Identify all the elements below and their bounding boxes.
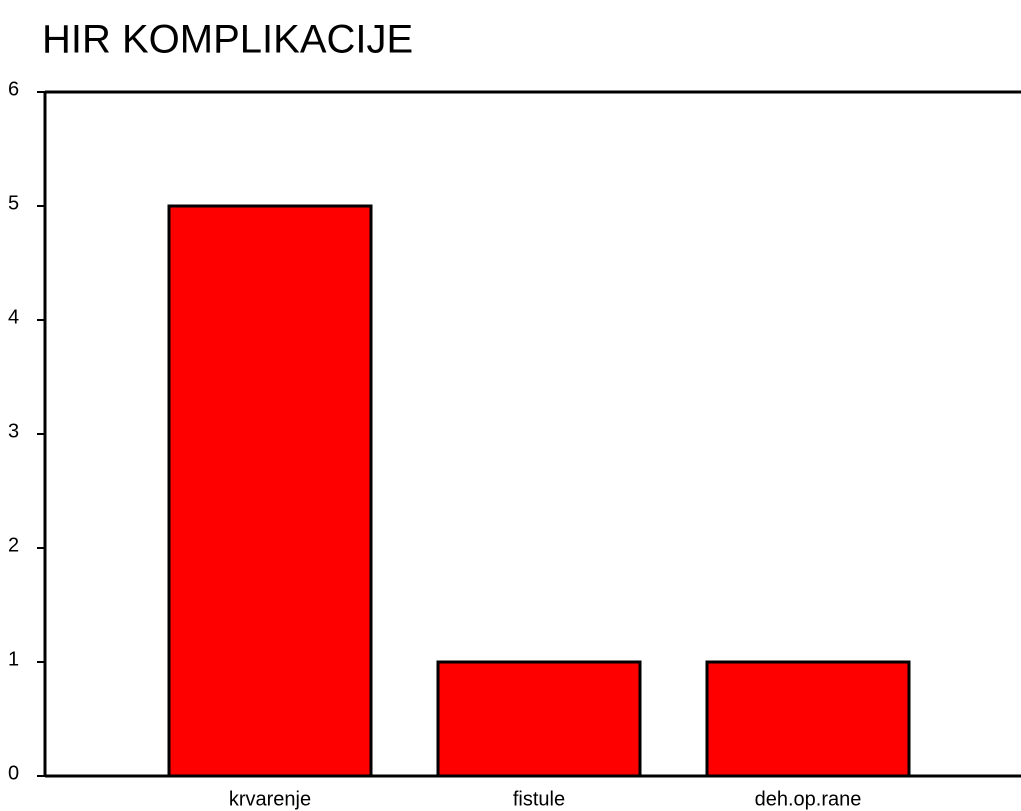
bar [705, 660, 911, 778]
bar [167, 204, 373, 778]
y-tick-label: 5 [8, 192, 19, 214]
y-tick-label: 0 [8, 762, 19, 784]
x-tick-label: deh.op.rane [755, 788, 862, 810]
y-tick-label: 2 [8, 534, 19, 556]
bar [436, 660, 642, 778]
chart-title: HIR KOMPLIKACIJE [42, 18, 413, 62]
x-tick-label: krvarenje [229, 788, 311, 810]
y-tick-label: 3 [8, 420, 19, 442]
y-tick-label: 6 [8, 78, 19, 100]
y-tick-label: 1 [8, 648, 19, 670]
y-tick-label: 4 [8, 306, 19, 328]
x-tick-label: fistule [513, 788, 565, 810]
